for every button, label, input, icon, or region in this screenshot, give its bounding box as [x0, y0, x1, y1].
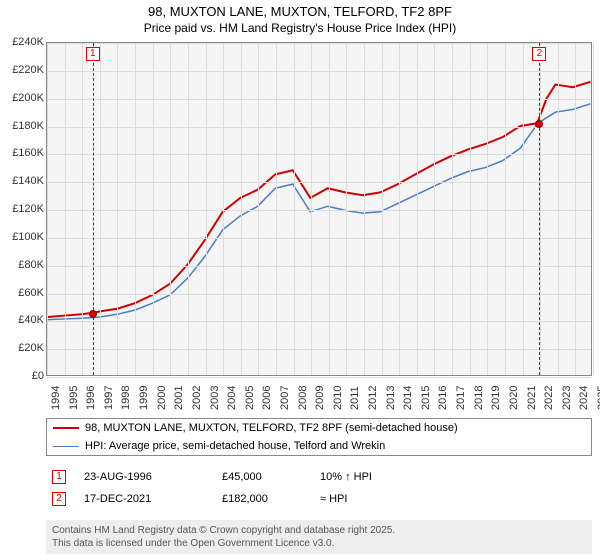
sale-marker-icon: 1: [52, 470, 66, 484]
x-axis-label: 1995: [68, 386, 80, 410]
sale-date: 23-AUG-1996: [84, 471, 204, 483]
chart-title: 98, MUXTON LANE, MUXTON, TELFORD, TF2 8P…: [0, 0, 600, 21]
plot-area: 12: [46, 42, 592, 376]
x-axis-label: 2019: [490, 386, 502, 410]
x-axis-label: 2021: [526, 386, 538, 410]
sale-row: 1 23-AUG-1996 £45,000 10% ↑ HPI: [46, 466, 592, 488]
footer-line: Contains HM Land Registry data © Crown c…: [52, 524, 586, 537]
sale-relative: ≈ HPI: [320, 493, 420, 505]
x-axis-label: 2024: [578, 386, 590, 410]
series-line-hpi: [48, 104, 591, 320]
x-axis-label: 2016: [437, 386, 449, 410]
sale-vline: [93, 43, 94, 375]
x-axis-label: 2000: [156, 386, 168, 410]
x-axis-label: 2022: [543, 386, 555, 410]
x-axis-label: 2003: [209, 386, 221, 410]
x-axis-label: 2025: [596, 386, 600, 410]
x-axis-label: 2017: [455, 386, 467, 410]
x-axis-label: 2008: [297, 386, 309, 410]
sale-price: £182,000: [222, 493, 302, 505]
sale-price: £45,000: [222, 471, 302, 483]
x-axis-label: 1996: [85, 386, 97, 410]
x-axis-label: 2005: [244, 386, 256, 410]
chart-svg: [47, 43, 591, 375]
legend: 98, MUXTON LANE, MUXTON, TELFORD, TF2 8P…: [46, 418, 592, 456]
y-axis-label: £200K: [12, 92, 44, 104]
legend-item: 98, MUXTON LANE, MUXTON, TELFORD, TF2 8P…: [47, 419, 591, 437]
legend-label: HPI: Average price, semi-detached house,…: [85, 440, 385, 452]
x-axis-label: 2004: [226, 386, 238, 410]
x-axis-label: 1994: [50, 386, 62, 410]
y-axis-label: £40K: [18, 314, 44, 326]
legend-swatch: [53, 427, 79, 429]
legend-item: HPI: Average price, semi-detached house,…: [47, 437, 591, 455]
y-axis-label: £80K: [18, 259, 44, 271]
sale-marker-box: 1: [86, 47, 100, 61]
x-axis-label: 2006: [261, 386, 273, 410]
chart-subtitle: Price paid vs. HM Land Registry's House …: [0, 21, 600, 37]
sale-dot: [535, 120, 543, 128]
legend-swatch: [53, 446, 79, 447]
footer-line: This data is licensed under the Open Gov…: [52, 537, 586, 550]
y-axis-label: £60K: [18, 287, 44, 299]
x-axis-label: 2011: [349, 386, 361, 410]
y-axis-label: £120K: [12, 203, 44, 215]
sale-date: 17-DEC-2021: [84, 493, 204, 505]
x-axis-label: 2007: [279, 386, 291, 410]
y-axis-label: £180K: [12, 120, 44, 132]
x-axis-label: 1999: [138, 386, 150, 410]
x-axis-label: 2009: [314, 386, 326, 410]
sale-vline: [539, 43, 540, 375]
y-axis-label: £20K: [18, 342, 44, 354]
x-axis-label: 2014: [402, 386, 414, 410]
legend-label: 98, MUXTON LANE, MUXTON, TELFORD, TF2 8P…: [85, 422, 458, 434]
x-axis-label: 1998: [120, 386, 132, 410]
x-axis-label: 2015: [420, 386, 432, 410]
x-axis-label: 2002: [191, 386, 203, 410]
y-axis-label: £220K: [12, 64, 44, 76]
y-axis-label: £140K: [12, 175, 44, 187]
y-axis-label: £0: [32, 370, 44, 382]
x-axis-label: 1997: [103, 386, 115, 410]
sale-marker-icon: 2: [52, 492, 66, 506]
footer-attribution: Contains HM Land Registry data © Crown c…: [46, 520, 592, 554]
x-axis-label: 2013: [385, 386, 397, 410]
y-axis-label: £240K: [12, 36, 44, 48]
x-axis-label: 2012: [367, 386, 379, 410]
y-axis-label: £100K: [12, 231, 44, 243]
series-line-price_paid: [48, 82, 591, 317]
sale-marker-box: 2: [532, 47, 546, 61]
x-axis-label: 2001: [173, 386, 185, 410]
x-axis-label: 2010: [332, 386, 344, 410]
y-axis-label: £160K: [12, 147, 44, 159]
sales-table: 1 23-AUG-1996 £45,000 10% ↑ HPI 2 17-DEC…: [46, 466, 592, 510]
x-axis-label: 2018: [473, 386, 485, 410]
sale-row: 2 17-DEC-2021 £182,000 ≈ HPI: [46, 488, 592, 510]
x-axis-label: 2020: [508, 386, 520, 410]
chart-container: 98, MUXTON LANE, MUXTON, TELFORD, TF2 8P…: [0, 0, 600, 560]
x-axis-label: 2023: [561, 386, 573, 410]
sale-dot: [89, 310, 97, 318]
sale-relative: 10% ↑ HPI: [320, 471, 420, 483]
